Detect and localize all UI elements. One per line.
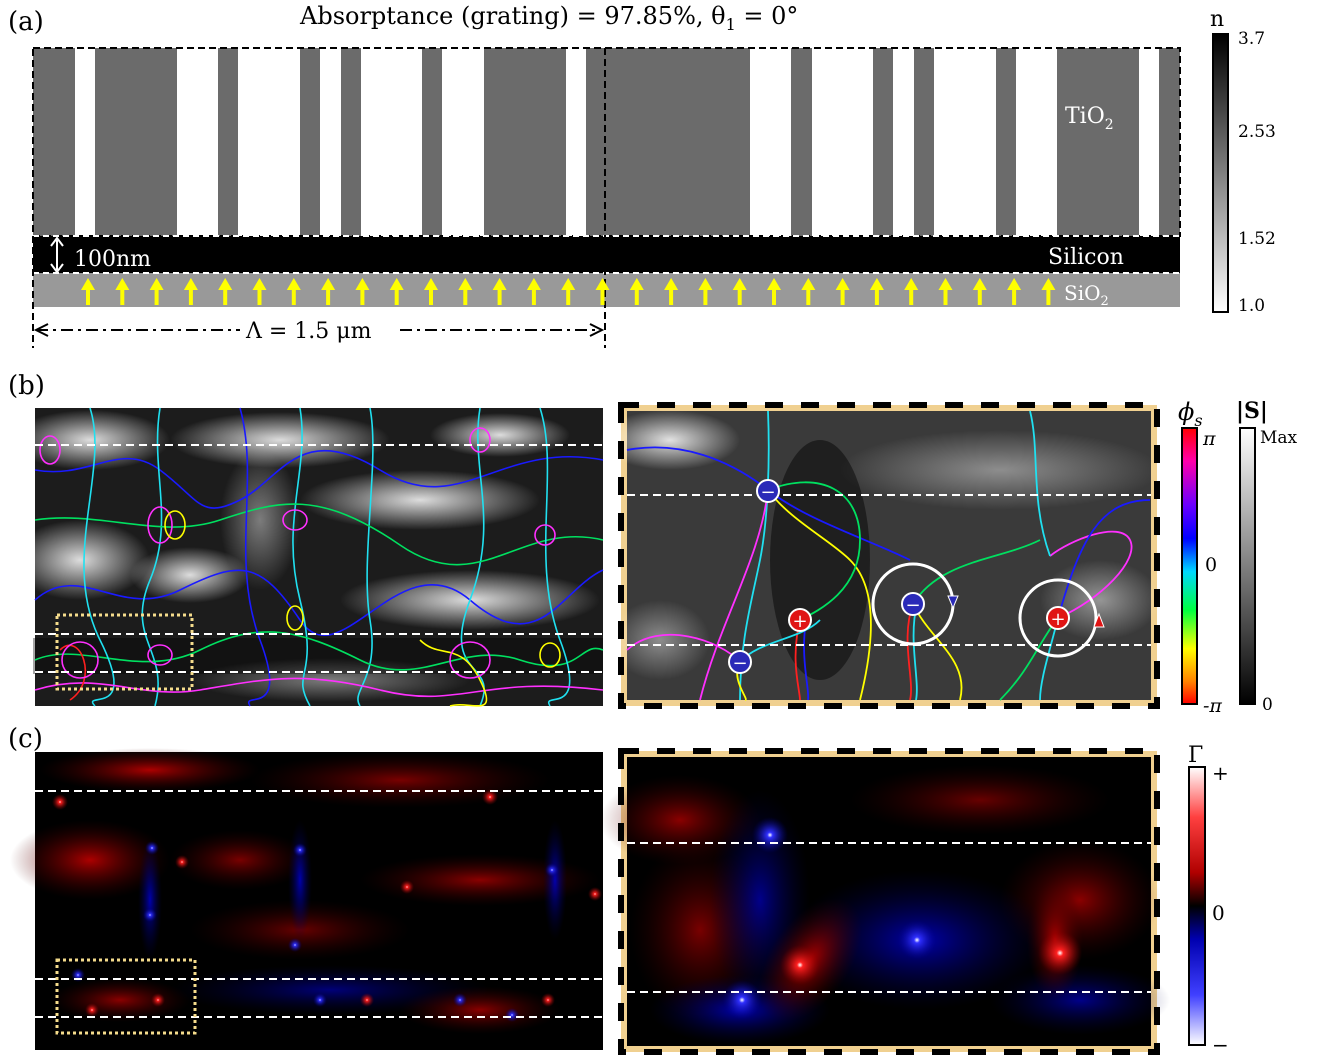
silicon-label: Silicon: [1048, 245, 1124, 270]
gamma-tick-plus: +: [1212, 761, 1229, 785]
tio2-bar: [873, 48, 893, 236]
incident-arrow: [801, 278, 816, 305]
s-colorbar: |S| Max 0: [1236, 398, 1298, 715]
gamma-field-map: [10, 748, 603, 1050]
grating-structure: [32, 47, 1181, 348]
incident-arrow: [904, 278, 919, 305]
poynting-field-map: [10, 407, 604, 707]
n-tick-3: 1.0: [1238, 296, 1265, 316]
svg-text:−: −: [905, 595, 920, 616]
winding-arrow-2: [1093, 612, 1105, 628]
incident-arrow: [938, 278, 953, 305]
incident-arrow: [629, 278, 644, 305]
gamma-colorbar-title: Γ: [1188, 743, 1203, 768]
svg-text:+: +: [792, 611, 807, 632]
incident-arrow: [595, 278, 610, 305]
svg-text:+: +: [1050, 609, 1065, 630]
gamma-tick-minus: −: [1212, 1033, 1229, 1055]
incident-arrow: [115, 278, 130, 305]
tio2-bar: [300, 48, 320, 236]
gamma-zoom: [600, 748, 1170, 1055]
incident-arrow: [732, 278, 747, 305]
tio2-bar: [1057, 48, 1139, 236]
singularity-1: −: [756, 479, 780, 503]
incident-arrow: [355, 278, 370, 305]
singularity-5: +: [1046, 606, 1070, 630]
n-tick-1: 2.53: [1238, 122, 1276, 142]
incident-arrow: [1007, 278, 1022, 305]
phase-tick-minus-pi: -π: [1203, 695, 1222, 717]
gamma-tick-zero: 0: [1212, 901, 1225, 925]
singularity-2: +: [788, 608, 812, 632]
incident-arrow: [664, 278, 679, 305]
incident-arrow: [149, 278, 164, 305]
phase-colorbar: ϕs π 0 -π: [1178, 398, 1222, 717]
incident-arrow: [321, 278, 336, 305]
tio2-bar: [422, 48, 442, 236]
incident-arrow: [526, 278, 541, 305]
winding-circle-2: [1018, 578, 1098, 658]
n-tick-0: 3.7: [1238, 29, 1265, 49]
incident-arrow: [835, 278, 850, 305]
thickness-label: 100nm: [74, 247, 151, 272]
incident-arrow: [424, 278, 438, 305]
tio2-bars: [33, 48, 1180, 236]
incident-arrow: [698, 278, 713, 305]
incident-arrow: [183, 278, 198, 305]
phase-tick-pi: π: [1202, 428, 1216, 450]
tio2-bar: [667, 48, 750, 236]
incident-arrow: [869, 278, 884, 305]
n-colorbar: n 3.7 2.53 1.52 1.0: [1210, 7, 1276, 316]
phase-tick-zero: 0: [1205, 554, 1217, 576]
s-tick-max: Max: [1260, 428, 1298, 448]
svg-text:−: −: [732, 653, 747, 674]
tio2-bar: [996, 48, 1016, 236]
panel-a-title: Absorptance (grating) = 97.85%, θ1 = 0°: [299, 2, 798, 34]
tio2-bar: [95, 48, 177, 236]
tio2-bar: [586, 48, 667, 236]
s-tick-zero: 0: [1262, 695, 1273, 715]
incident-arrows: [81, 278, 1056, 305]
singularity-3: −: [728, 650, 752, 674]
winding-arrow-1: [947, 595, 959, 610]
tio2-bar: [914, 48, 934, 236]
period-dimension: [33, 323, 605, 337]
incident-arrow: [492, 278, 507, 305]
incident-arrow: [972, 278, 987, 305]
incident-arrow: [389, 278, 404, 305]
n-tick-2: 1.52: [1238, 229, 1276, 249]
incident-arrow: [218, 278, 233, 305]
svg-text:−: −: [760, 482, 775, 503]
tio2-bar: [33, 48, 75, 236]
panel-a-label: (a): [8, 7, 44, 37]
poynting-zoom: − + − − +: [600, 402, 1160, 709]
tio2-bar: [791, 48, 812, 236]
s-colorbar-title: |S|: [1236, 398, 1268, 424]
thickness-marker: [50, 236, 64, 274]
tio2-bar: [341, 48, 361, 236]
panel-c-label: (c): [8, 724, 43, 754]
gamma-colorbar: Γ + 0 −: [1188, 743, 1229, 1055]
incident-arrow: [458, 278, 473, 305]
tio2-bar: [484, 48, 566, 236]
incident-arrow: [767, 278, 781, 305]
incident-arrow: [561, 278, 576, 305]
zoom-region-c: [55, 958, 197, 1035]
incident-arrow: [81, 278, 95, 305]
incident-arrow: [286, 278, 301, 305]
tio2-bar: [1159, 48, 1180, 236]
silicon-layer: [33, 236, 1180, 273]
singularity-4: −: [901, 592, 925, 616]
incident-arrow: [252, 278, 267, 305]
period-label: Λ = 1.5 μm: [245, 319, 372, 344]
sio2-label: SiO2: [1064, 281, 1109, 309]
phase-colorbar-title: ϕs: [1178, 398, 1203, 430]
n-colorbar-title: n: [1210, 7, 1224, 32]
tio2-bar: [218, 48, 238, 236]
tio2-label: TiO2: [1065, 104, 1114, 133]
zoom-region-b: [55, 613, 194, 691]
panel-b-label: (b): [8, 371, 45, 401]
incident-arrow: [1041, 278, 1056, 305]
